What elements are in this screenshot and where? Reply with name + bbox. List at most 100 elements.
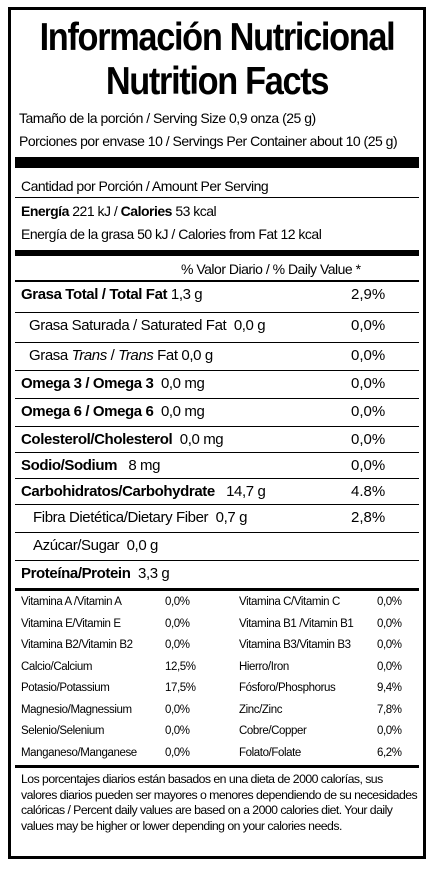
footnote-divider (15, 765, 419, 768)
nutrient-name: Proteína/Protein 3,3 g (21, 565, 170, 582)
vitamin-daily-value: 9,4% (377, 682, 402, 694)
vitamin-name: Potasio/Potassium (21, 682, 110, 694)
nutrient-name-bold: Omega 6 / Omega 6 (21, 403, 154, 420)
nutrient-row: Proteína/Protein 3,3 g (15, 560, 419, 591)
title-english: Nutrition Facts (105, 60, 330, 103)
nutrient-row: Grasa Trans / Trans Fat 0,0 g 0,0% (15, 342, 419, 373)
title-spanish: Información Nutricional (39, 16, 396, 59)
nutrient-name-bold: Omega 3 / Omega 3 (21, 375, 154, 392)
calories-label: Calories (120, 203, 173, 219)
energy-label: Energía (21, 203, 69, 219)
nutrient-amount: 0,0 mg (153, 403, 205, 420)
nutrient-name-part: Trans (71, 347, 108, 364)
nutrient-name: Colesterol/Cholesterol 0,0 mg (21, 431, 224, 448)
footnote: Los porcentajes diarios están basados en… (21, 772, 418, 833)
nutrient-amount: 0,0 mg (153, 375, 205, 392)
vitamin-daily-value: 0,0% (165, 746, 190, 759)
nutrient-name: Grasa Total / Total Fat 1,3 g (21, 286, 203, 303)
nutrition-label: Información Nutricional Nutrition Facts … (8, 7, 426, 859)
nutrient-amount: Azúcar/Sugar 0,0 g (33, 537, 158, 554)
vitamin-daily-value: 7,8% (377, 703, 402, 716)
vitamin-name: Magnesio/Magnessium (21, 703, 132, 716)
nutrient-daily-value: 2,8% (351, 509, 386, 526)
vitamin-name: Calcio/Calcium (21, 660, 93, 673)
vitamin-daily-value: 0,0% (377, 660, 402, 673)
nutrient-name-part: Grasa (29, 347, 72, 364)
vitamin-daily-value: 0,0% (377, 639, 402, 651)
nutrient-amount: 14,7 g (214, 483, 266, 500)
nutrient-daily-value: 2,9% (351, 286, 386, 303)
nutrient-name-bold: Proteína/Protein (21, 565, 131, 582)
energy-kcal: 53 kcal (175, 203, 217, 219)
nutrient-daily-value: 0,0% (351, 431, 386, 448)
energy-line: Energía 221 kJ / Calories 53 kcal (21, 203, 217, 219)
nutrient-name-bold: Carbohidratos/Carbohydrate (21, 483, 215, 500)
nutrient-name-part: Fat 0,0 g (153, 347, 213, 364)
vitamin-name: Vitamina A /Vitamin A (21, 596, 122, 608)
nutrient-daily-value: 0,0% (351, 375, 386, 392)
nutrient-name: Carbohidratos/Carbohydrate 14,7 g (21, 483, 266, 500)
nutrient-row: Carbohidratos/Carbohydrate 14,7 g 4.8% (15, 478, 419, 509)
nutrient-daily-value: 0,0% (351, 403, 386, 420)
nutrient-row: Grasa Total / Total Fat 1,3 g 2,9% (15, 280, 419, 312)
nutrient-daily-value: 0,0% (351, 457, 386, 474)
nutrient-name-bold: Colesterol/Cholesterol (21, 431, 173, 448)
serving-size: Tamaño de la porción / Serving Size 0,9 … (19, 110, 316, 126)
nutrient-row: Omega 3 / Omega 3 0,0 mg 0,0% (15, 370, 419, 401)
divider (15, 197, 419, 198)
nutrient-row: Sodio/Sodium 8 mg 0,0% (15, 452, 419, 483)
medium-divider (15, 250, 419, 256)
vitamin-name: Selenio/Selenium (21, 725, 105, 737)
vitamin-name: Vitamina B2/Vitamin B2 (21, 639, 133, 651)
vitamin-daily-value: 12,5% (165, 660, 196, 673)
nutrient-daily-value: 0,0% (351, 347, 386, 364)
nutrient-name: Azúcar/Sugar 0,0 g (33, 537, 158, 554)
energy-kj: 221 kJ / (72, 203, 118, 219)
nutrient-row: Omega 6 / Omega 6 0,0 mg 0,0% (15, 398, 419, 429)
vitamin-name: Manganeso/Manganese (21, 746, 137, 759)
vitamin-name: Vitamina C/Vitamin C (239, 596, 340, 608)
nutrient-name: Grasa Saturada / Saturated Fat 0,0 g (29, 317, 266, 334)
vitamin-daily-value: 0,0% (165, 703, 190, 716)
nutrient-row: Colesterol/Cholesterol 0,0 mg 0,0% (15, 426, 419, 457)
nutrient-row: Azúcar/Sugar 0,0 g (15, 532, 419, 563)
nutrient-amount: Grasa Saturada / Saturated Fat 0,0 g (29, 317, 266, 334)
vitamin-name: Vitamina E/Vitamin E (21, 617, 121, 630)
vitamin-name: Hierro/Iron (239, 660, 289, 673)
nutrient-amount: 8 mg (117, 457, 161, 474)
vitamins-divider (15, 588, 419, 591)
vitamin-daily-value: 0,0% (165, 639, 190, 651)
vitamin-name: Folato/Folate (239, 746, 301, 759)
vitamin-daily-value: 17,5% (165, 682, 196, 694)
amount-per-serving: Cantidad por Porción / Amount Per Servin… (21, 178, 269, 194)
nutrient-name: Omega 6 / Omega 6 0,0 mg (21, 403, 205, 420)
vitamin-name: Fósforo/Phosphorus (239, 682, 336, 694)
nutrient-row: Fibra Dietética/Dietary Fiber 0,7 g 2,8% (15, 504, 419, 535)
thick-divider-top (15, 157, 419, 168)
nutrient-amount: 1,3 g (167, 286, 203, 303)
vitamin-name: Vitamina B3/Vitamin B3 (239, 639, 351, 651)
nutrient-amount: 3,3 g (130, 565, 170, 582)
vitamin-name: Vitamina B1 /Vitamin B1 (239, 617, 354, 630)
nutrient-name: Sodio/Sodium 8 mg (21, 457, 160, 474)
nutrient-name-bold: Sodio/Sodium (21, 457, 118, 474)
nutrient-daily-value: 4.8% (351, 483, 386, 500)
nutrient-amount: Fibra Dietética/Dietary Fiber 0,7 g (33, 509, 248, 526)
nutrient-name-part: Trans (118, 347, 154, 364)
vitamin-name: Cobre/Copper (239, 725, 307, 737)
nutrient-name: Omega 3 / Omega 3 0,0 mg (21, 375, 205, 392)
vitamin-daily-value: 0,0% (377, 617, 402, 630)
vitamin-daily-value: 0,0% (377, 596, 402, 608)
nutrient-name: Fibra Dietética/Dietary Fiber 0,7 g (33, 509, 247, 526)
nutrient-row: Grasa Saturada / Saturated Fat 0,0 g 0,0% (15, 312, 419, 343)
vitamin-daily-value: 6,2% (377, 746, 402, 759)
nutrient-daily-value: 0,0% (351, 317, 386, 334)
nutrient-name-part: / (106, 347, 119, 364)
vitamin-name: Zinc/Zinc (239, 703, 283, 716)
vitamin-daily-value: 0,0% (165, 617, 190, 630)
nutrient-amount: 0,0 mg (172, 431, 224, 448)
servings-per-container: Porciones por envase 10 / Servings Per C… (19, 133, 398, 149)
nutrient-name: Grasa Trans / Trans Fat 0,0 g (29, 347, 213, 364)
vitamin-daily-value: 0,0% (377, 725, 402, 737)
nutrient-name-bold: Grasa Total / Total Fat (21, 286, 168, 303)
